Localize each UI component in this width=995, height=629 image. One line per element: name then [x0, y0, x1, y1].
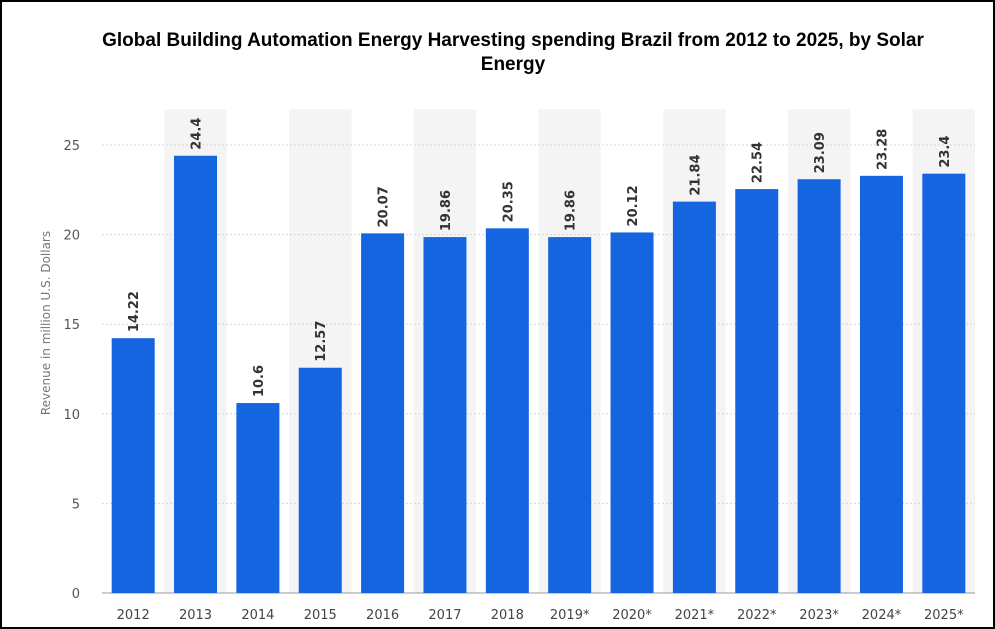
data-label: 24.4: [190, 118, 205, 150]
bar: [548, 237, 592, 593]
data-label: 23.4: [938, 136, 953, 168]
data-label: 19.86: [439, 190, 454, 231]
data-label: 23.28: [875, 129, 890, 170]
chart-title-line-1: Global Building Automation Energy Harves…: [102, 30, 924, 51]
y-tick-label: 10: [63, 408, 80, 423]
y-tick-label: 0: [72, 587, 80, 602]
data-label: 20.35: [501, 181, 516, 222]
x-tick-label: 2018: [491, 608, 524, 623]
data-label: 23.09: [813, 132, 828, 173]
x-tick-label: 2025*: [924, 608, 964, 623]
bar: [735, 189, 779, 594]
bar: [236, 403, 280, 593]
data-label: 20.07: [377, 186, 392, 227]
data-label: 21.84: [688, 155, 703, 196]
data-label: 12.57: [314, 321, 329, 362]
bar: [859, 175, 903, 594]
x-tick-label: 2022*: [737, 608, 777, 623]
bar: [298, 367, 342, 593]
bar: [922, 173, 966, 593]
data-label: 10.6: [252, 365, 267, 397]
y-tick-label: 5: [72, 497, 80, 512]
bar: [610, 232, 654, 594]
data-label: 22.54: [751, 142, 766, 183]
bars: [111, 155, 966, 594]
x-tick-label: 2016: [366, 608, 399, 623]
x-tick-label: 2013: [179, 608, 212, 623]
bar: [672, 201, 716, 593]
y-axis-ticks: 0 5 10 15 20 25: [63, 139, 80, 602]
data-label: 20.12: [626, 185, 641, 226]
x-tick-label: 2021*: [675, 608, 715, 623]
x-axis-ticks: 2012 2013 2014 2015 2016 2017 2018 2019* 2020* 20…: [117, 608, 964, 623]
x-tick-label: 2019*: [550, 608, 590, 623]
bar: [361, 233, 405, 594]
x-tick-label: 2024*: [862, 608, 902, 623]
y-tick-label: 20: [63, 229, 80, 244]
data-label: 14.22: [127, 291, 142, 332]
x-tick-label: 2023*: [799, 608, 839, 623]
y-axis-label: Revenue in million U.S. Dollars: [39, 231, 53, 415]
bar: [111, 338, 155, 593]
x-tick-label: 2017: [428, 608, 461, 623]
data-label: 19.86: [564, 190, 579, 231]
x-tick-label: 2015: [304, 608, 337, 623]
x-tick-label: 2014: [241, 608, 274, 623]
bar: [797, 179, 841, 593]
bar: [174, 155, 218, 593]
chart-title-line-2: Energy: [481, 54, 546, 75]
x-tick-label: 2012: [117, 608, 150, 623]
x-tick-label: 2020*: [612, 608, 652, 623]
y-tick-label: 25: [63, 139, 80, 154]
y-tick-label: 15: [63, 318, 80, 333]
bar: [423, 237, 467, 593]
bar: [485, 228, 529, 593]
data-labels: 14.22 24.4 10.6 12.57 20.07 19.86 20.35 19.86 20…: [127, 118, 953, 397]
